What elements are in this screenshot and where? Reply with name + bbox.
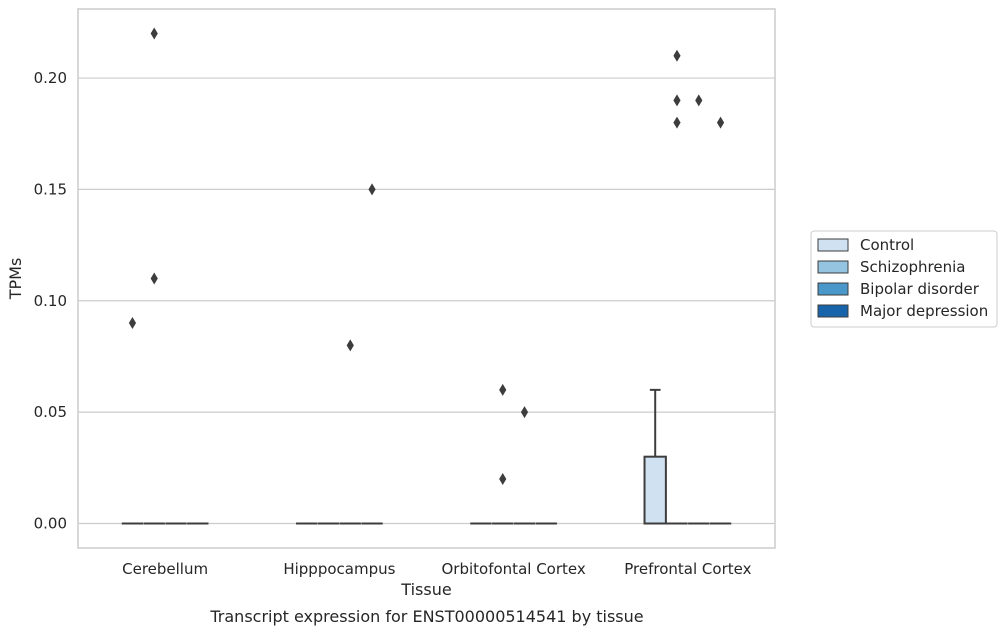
legend-swatch	[817, 238, 849, 252]
grid-lines	[78, 77, 775, 525]
outlier-point	[150, 272, 158, 285]
outlier-point	[673, 116, 681, 129]
outlier-point	[128, 317, 137, 330]
plot-frame	[77, 8, 776, 549]
y-tick-label: 0.15	[34, 180, 67, 198]
y-tick-label: 0.20	[34, 69, 67, 87]
legend-label: Control	[860, 236, 914, 254]
outlier-point	[150, 27, 158, 40]
y-tick-labels: 0.00 0.05 0.10 0.15 0.20	[34, 69, 67, 532]
y-tick-label: 0.05	[34, 403, 67, 421]
legend: Control Schizophrenia Bipolar disorder Majo…	[810, 230, 998, 328]
x-tick-label: Cerebellum	[122, 560, 208, 578]
legend-swatch	[817, 282, 849, 296]
x-axis-title: Tissue	[400, 580, 451, 599]
boxes	[121, 388, 732, 525]
outlier-point	[716, 116, 725, 129]
y-axis-title: TPMs	[6, 258, 25, 301]
outlier-point	[499, 472, 507, 485]
outlier-point	[346, 339, 354, 352]
legend-swatch	[817, 304, 849, 318]
x-tick-labels: Cerebellum Hipppocampus Orbitofontal Corte…	[122, 560, 751, 578]
legend-label: Major depression	[860, 302, 988, 320]
outlier-point	[368, 183, 376, 196]
x-tick-label: Orbitofontal Cortex	[442, 560, 586, 578]
legend-label: Schizophrenia	[860, 258, 965, 276]
outlier-point	[673, 49, 681, 62]
outlier-point	[673, 94, 681, 107]
outlier-point	[695, 94, 703, 107]
y-tick-label: 0.00	[34, 515, 67, 533]
y-tick-label: 0.10	[34, 292, 67, 310]
outlier-point	[520, 406, 529, 419]
legend-label: Bipolar disorder	[860, 280, 980, 298]
chart-title: Transcript expression for ENST0000051454…	[209, 607, 643, 626]
outlier-point	[499, 383, 507, 396]
legend-frame	[810, 230, 998, 328]
outliers	[128, 27, 725, 485]
box	[643, 455, 667, 525]
legend-swatch	[817, 260, 849, 274]
x-tick-label: Hipppocampus	[283, 560, 395, 578]
x-tick-label: Prefrontal Cortex	[624, 560, 751, 578]
